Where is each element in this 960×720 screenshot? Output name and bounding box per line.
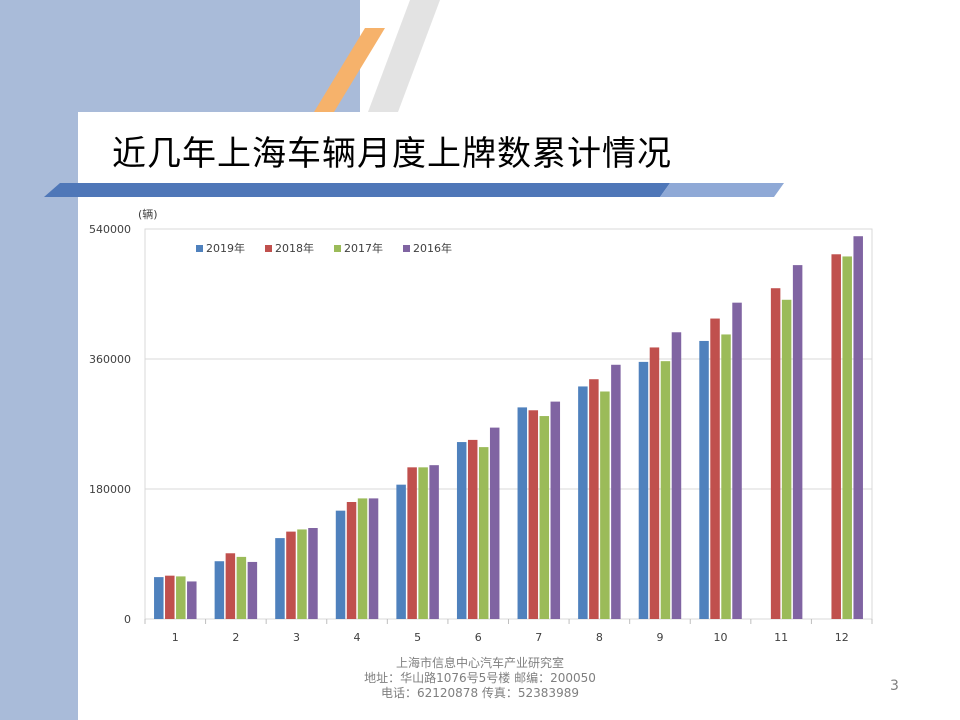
plot-area-border	[144, 228, 873, 620]
background-top-panel	[0, 0, 360, 112]
x-tick-label: 9	[656, 631, 663, 644]
bar-2017-8	[600, 391, 610, 619]
bar-2019-6	[456, 442, 467, 619]
background-left-panel	[0, 0, 78, 720]
x-tick-label: 1	[172, 631, 179, 644]
bar-2016-3	[308, 528, 318, 619]
bar-2016-5	[429, 465, 439, 619]
bar-2018-10	[710, 318, 720, 619]
x-tick-label: 4	[354, 631, 361, 644]
x-tick-label: 10	[714, 631, 728, 644]
x-tick-label: 6	[475, 631, 482, 644]
bar-2018-6	[467, 439, 478, 619]
page-number: 3	[890, 678, 899, 694]
x-tick-label: 7	[535, 631, 542, 644]
bar-2019-5	[396, 484, 406, 619]
bar-2018-4	[346, 502, 357, 619]
bar-2019-2	[214, 561, 225, 619]
bar-2017-11	[781, 299, 792, 619]
bar-2017-1	[176, 576, 186, 619]
slide-title: 近几年上海车辆月度上牌数累计情况	[112, 134, 672, 174]
bar-2018-5	[407, 467, 417, 619]
bar-2019-1	[154, 577, 164, 619]
x-tick-label: 11	[774, 631, 788, 644]
bar-2016-7	[550, 401, 561, 619]
bar-2017-6	[478, 447, 489, 619]
bar-2019-8	[578, 386, 588, 619]
title-underline-stripe-dark	[44, 183, 670, 197]
x-tick-label: 2	[232, 631, 239, 644]
bar-2018-2	[225, 553, 236, 619]
legend-label: 2018年	[275, 241, 314, 255]
bar-2016-9	[671, 332, 682, 619]
footer: 上海市信息中心汽车产业研究室 地址：华山路1076号5号楼 邮编：200050 …	[0, 656, 960, 701]
title-underline-stripe-light	[660, 183, 784, 197]
bar-2018-7	[528, 410, 539, 619]
bar-2018-8	[589, 379, 599, 619]
y-tick-label: 0	[124, 613, 131, 626]
bar-2018-9	[649, 347, 660, 619]
bar-2016-11	[792, 265, 803, 619]
footer-contact: 电话：62120878 传真：52383989	[381, 686, 579, 700]
y-tick-label: 180000	[89, 483, 131, 496]
y-axis-label: (辆)	[138, 207, 158, 221]
bar-2017-12	[842, 256, 852, 619]
footer-org: 上海市信息中心汽车产业研究室	[395, 656, 564, 670]
y-tick-label: 540000	[89, 223, 131, 236]
bar-2016-12	[853, 236, 863, 619]
bar-2016-6	[489, 427, 500, 619]
bar-2018-12	[831, 254, 841, 619]
legend-swatch	[196, 245, 203, 252]
x-tick-label: 8	[596, 631, 603, 644]
bar-2017-4	[357, 498, 368, 619]
bar-2017-9	[660, 361, 671, 619]
x-tick-label: 5	[414, 631, 421, 644]
legend-swatch	[403, 245, 410, 252]
y-tick-label: 360000	[89, 353, 131, 366]
bar-2017-10	[721, 334, 731, 619]
bar-2018-11	[770, 288, 781, 619]
bar-2019-9	[638, 361, 649, 619]
legend-label: 2017年	[344, 241, 383, 255]
legend-label: 2016年	[413, 241, 452, 255]
bar-2019-4	[335, 510, 346, 619]
decor-grey-stripe	[368, 0, 440, 112]
bar-2017-2	[236, 556, 247, 619]
x-tick-label: 12	[835, 631, 849, 644]
bar-2017-7	[539, 416, 550, 619]
bar-2019-10	[699, 340, 709, 619]
bar-2019-3	[275, 538, 285, 619]
footer-address: 地址：华山路1076号5号楼 邮编：200050	[364, 671, 596, 685]
legend-swatch	[265, 245, 272, 252]
decor-orange-stripe	[314, 28, 385, 112]
bar-2016-10	[732, 302, 742, 619]
bar-2018-3	[286, 531, 296, 619]
bar-2018-1	[165, 575, 175, 619]
bar-2019-7	[517, 407, 528, 619]
bar-2017-3	[297, 529, 307, 619]
bar-2016-2	[247, 561, 258, 619]
x-tick-label: 3	[293, 631, 300, 644]
bar-2017-5	[418, 467, 428, 619]
bar-2016-1	[187, 581, 197, 619]
legend-swatch	[334, 245, 341, 252]
bar-2016-8	[611, 364, 621, 619]
legend-label: 2019年	[206, 241, 245, 255]
bar-2016-4	[368, 498, 379, 619]
